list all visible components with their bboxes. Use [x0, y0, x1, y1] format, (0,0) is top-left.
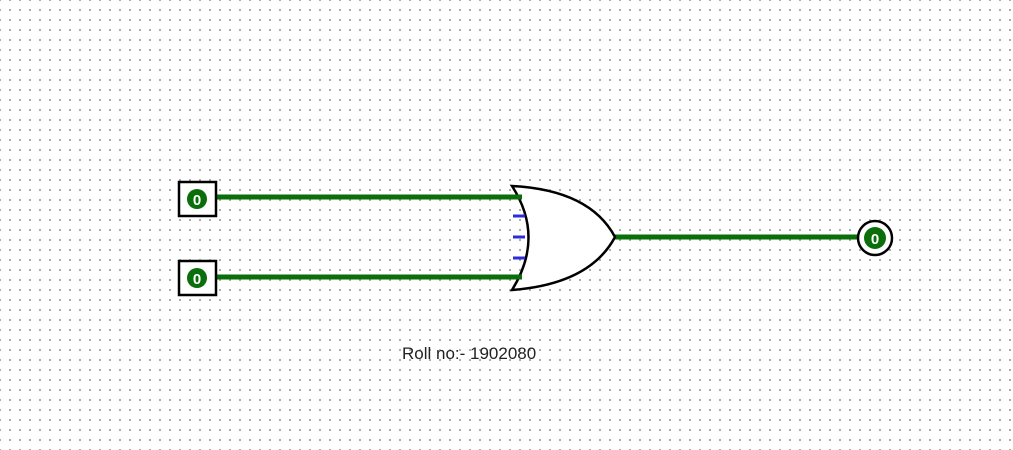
output-pin[interactable]: 0	[856, 219, 894, 257]
or-gate[interactable]	[509, 184, 617, 292]
output-pin-value: 0	[871, 231, 879, 248]
or-gate-body	[509, 184, 617, 292]
input-pin-1-led	[187, 189, 207, 209]
input-pin-2-led	[187, 268, 207, 288]
input-pin-2-value: 0	[193, 271, 201, 288]
input-pin-2[interactable]: 0	[177, 259, 218, 297]
roll-number-label: Roll no:- 1902080	[402, 344, 536, 363]
input-pin-1-value: 0	[193, 192, 201, 209]
input-pin-1[interactable]: 0	[177, 180, 218, 218]
output-pin-led	[864, 227, 886, 249]
